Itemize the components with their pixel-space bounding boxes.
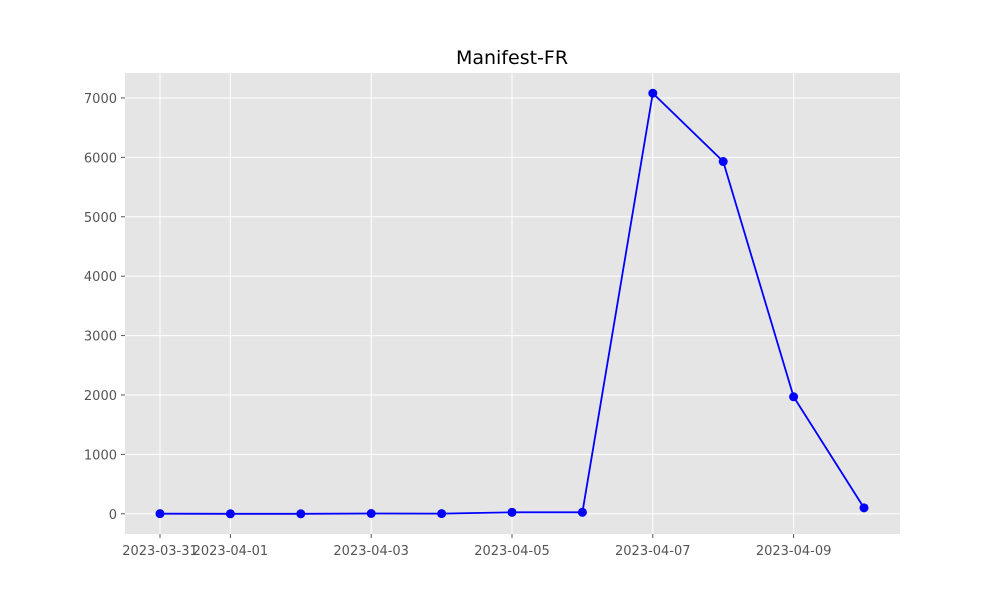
x-tick-label: 2023-04-03 bbox=[333, 544, 409, 559]
data-point bbox=[577, 507, 587, 517]
y-tick-label: 1000 bbox=[84, 448, 117, 463]
data-point bbox=[225, 509, 235, 519]
y-tick-label: 3000 bbox=[84, 330, 117, 345]
y-axis-ticks: 0 1000 2000 3000 4000 5000 6000 7000 bbox=[84, 92, 125, 523]
x-tick-label: 2023-03-31 bbox=[122, 544, 198, 559]
y-tick-label: 4000 bbox=[84, 270, 117, 285]
data-point bbox=[437, 509, 447, 519]
grid-lines bbox=[125, 73, 900, 534]
data-point bbox=[718, 157, 728, 167]
y-tick-label: 2000 bbox=[84, 389, 117, 404]
chart-title: Manifest-FR bbox=[456, 47, 568, 69]
data-point bbox=[859, 503, 869, 513]
x-tick-label: 2023-04-05 bbox=[474, 544, 550, 559]
y-tick-label: 0 bbox=[109, 508, 117, 523]
data-point bbox=[296, 509, 306, 519]
y-tick-label: 5000 bbox=[84, 211, 117, 226]
data-point bbox=[366, 509, 376, 519]
series-layer bbox=[155, 88, 869, 519]
data-point bbox=[507, 507, 517, 517]
x-tick-label: 2023-04-01 bbox=[193, 544, 269, 559]
data-point bbox=[648, 88, 658, 98]
data-point bbox=[789, 392, 799, 402]
data-point bbox=[155, 509, 165, 519]
y-tick-label: 7000 bbox=[84, 92, 117, 107]
x-tick-label: 2023-04-09 bbox=[756, 544, 832, 559]
x-tick-label: 2023-04-07 bbox=[615, 544, 691, 559]
y-tick-label: 6000 bbox=[84, 151, 117, 166]
